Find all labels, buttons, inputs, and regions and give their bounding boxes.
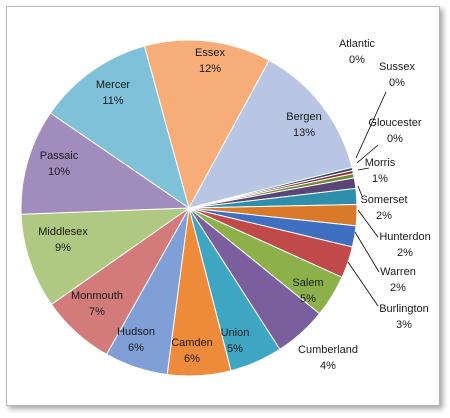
slice-percent-salem: 5% xyxy=(300,293,316,305)
slice-label-essex: Essex xyxy=(195,47,225,59)
slice-label-camden: Camden xyxy=(171,337,213,349)
slice-percent-mercer: 11% xyxy=(102,95,123,107)
pie-slice-mercer xyxy=(49,45,190,210)
slice-percent-bergen: 13% xyxy=(293,127,315,139)
leader-line-gloucester xyxy=(356,144,379,164)
pie-slice-middlesex xyxy=(20,207,191,306)
pie-slices xyxy=(20,39,358,377)
leader-line-warren xyxy=(354,231,380,273)
slice-label-passaic: Passaic xyxy=(40,150,79,162)
pie-labels: Atlantic 0% Sussex 0% Gloucester 0% Morris 1% So… xyxy=(38,38,430,372)
slice-percent-burlington: 3% xyxy=(396,319,412,331)
leader-line-somerset xyxy=(357,185,363,197)
slice-percent-monmouth: 7% xyxy=(89,306,105,318)
slice-percent-middlesex: 9% xyxy=(55,242,71,254)
slice-percent-camden: 6% xyxy=(184,353,200,365)
slice-label-union: Union xyxy=(221,327,250,339)
slice-label-sussex: Sussex xyxy=(379,61,416,73)
slice-label-atlantic: Atlantic xyxy=(339,38,376,50)
slice-label-middlesex: Middlesex xyxy=(38,226,88,238)
slice-label-burlington: Burlington xyxy=(379,303,429,315)
slice-percent-cumberland: 4% xyxy=(320,360,336,372)
slice-label-hudson: Hudson xyxy=(117,326,155,338)
pie-slice-essex xyxy=(143,39,270,210)
slice-percent-warren: 2% xyxy=(390,282,406,294)
leader-line-sussex xyxy=(355,91,387,159)
slice-label-mercer: Mercer xyxy=(96,79,131,91)
slice-label-bergen: Bergen xyxy=(286,111,321,123)
slice-label-cumberland: Cumberland xyxy=(298,344,358,356)
slice-percent-gloucester: 0% xyxy=(387,133,403,145)
slice-percent-morris: 1% xyxy=(372,173,388,185)
slice-percent-essex: 12% xyxy=(199,63,221,75)
leader-line-hunterdon xyxy=(357,209,379,238)
pie-slice-passaic xyxy=(20,112,191,215)
slice-percent-union: 5% xyxy=(227,343,243,355)
pie-slice-bergen xyxy=(188,59,353,209)
slice-label-warren: Warren xyxy=(380,266,416,278)
slice-percent-hunterdon: 2% xyxy=(397,247,413,259)
leader-line-morris xyxy=(357,167,370,171)
slice-percent-atlantic: 0% xyxy=(349,54,365,66)
slice-percent-passaic: 10% xyxy=(48,166,70,178)
slice-label-somerset: Somerset xyxy=(360,194,407,206)
slice-percent-hudson: 6% xyxy=(128,342,144,354)
leader-line-burlington xyxy=(347,261,379,307)
slice-percent-somerset: 2% xyxy=(376,210,392,222)
slice-label-salem: Salem xyxy=(292,277,323,289)
slice-label-gloucester: Gloucester xyxy=(368,117,422,129)
slice-label-hunterdon: Hunterdon xyxy=(379,231,430,243)
slice-percent-sussex: 0% xyxy=(389,77,405,89)
slice-label-monmouth: Monmouth xyxy=(71,290,123,302)
slice-label-morris: Morris xyxy=(365,157,396,169)
